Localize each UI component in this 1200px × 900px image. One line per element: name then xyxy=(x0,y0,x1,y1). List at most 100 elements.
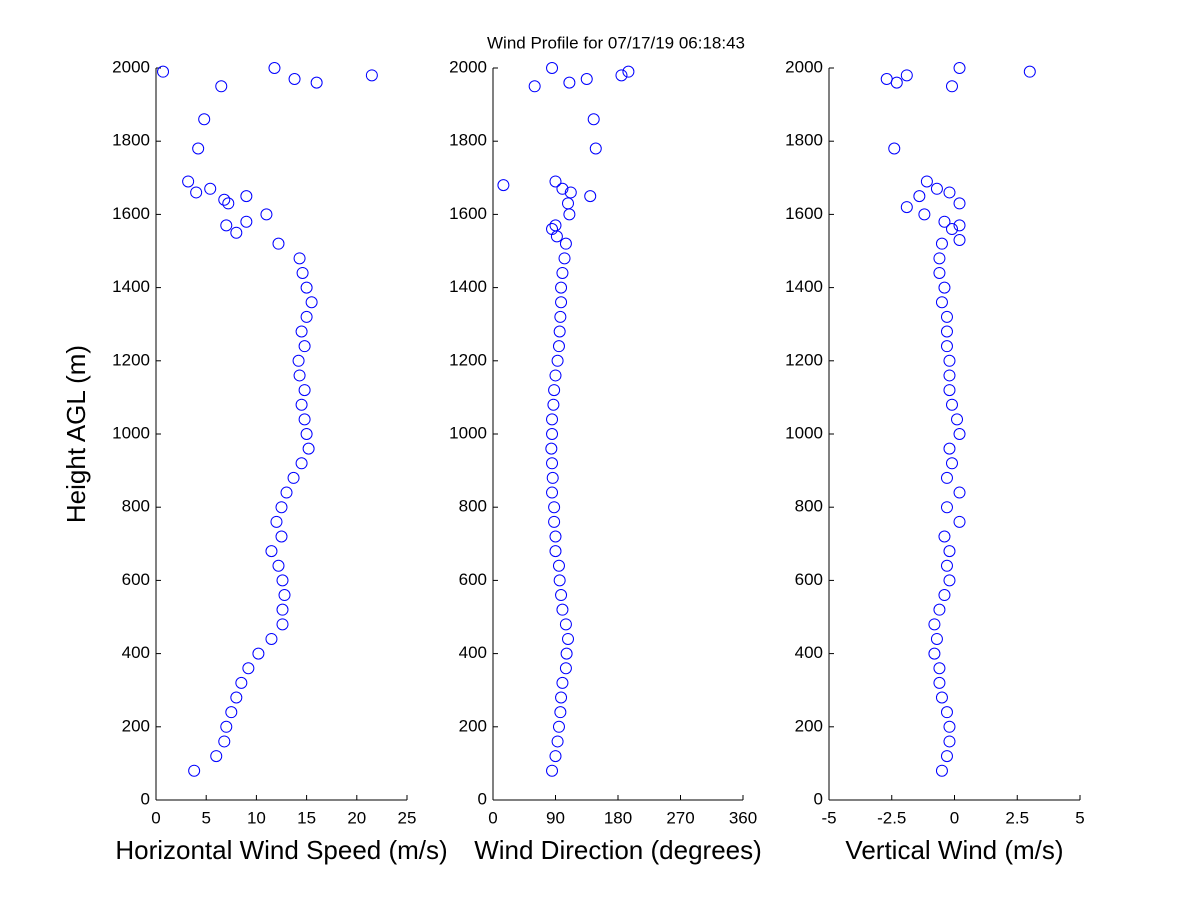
y-tick-label: 1600 xyxy=(112,204,150,223)
point xyxy=(943,369,956,382)
y-tick-label: 1200 xyxy=(785,350,823,369)
point xyxy=(888,142,901,155)
point xyxy=(560,647,573,660)
point xyxy=(365,69,378,82)
x-tick-label: 5 xyxy=(1075,808,1084,827)
point xyxy=(559,662,572,675)
point xyxy=(546,764,559,777)
point xyxy=(940,471,953,484)
point xyxy=(552,340,565,353)
point xyxy=(920,175,933,188)
point xyxy=(528,80,541,93)
y-tick-label: 1200 xyxy=(112,350,150,369)
point xyxy=(278,589,291,602)
point xyxy=(549,530,562,543)
point xyxy=(935,237,948,250)
point xyxy=(292,354,305,367)
point xyxy=(270,515,283,528)
point xyxy=(555,296,568,309)
point xyxy=(240,190,253,203)
point xyxy=(300,310,313,323)
y-tick-label: 600 xyxy=(122,570,150,589)
y-tick-label: 1800 xyxy=(449,131,487,150)
point xyxy=(552,559,565,572)
point xyxy=(276,618,289,631)
point xyxy=(940,340,953,353)
point xyxy=(951,413,964,426)
point xyxy=(293,252,306,265)
y-tick-label: 600 xyxy=(459,570,487,589)
y-tick-label: 600 xyxy=(795,570,823,589)
y-tick-label: 200 xyxy=(795,716,823,735)
point xyxy=(945,223,958,236)
y-tick-label: 1600 xyxy=(449,204,487,223)
point xyxy=(545,442,558,455)
point xyxy=(182,175,195,188)
point xyxy=(275,501,288,514)
point xyxy=(953,428,966,440)
point xyxy=(298,340,311,353)
x-tick-label: 20 xyxy=(347,808,366,827)
y-tick-label: 2000 xyxy=(112,57,150,76)
point xyxy=(549,750,562,763)
point xyxy=(272,559,285,572)
point xyxy=(940,706,953,719)
point xyxy=(580,72,593,85)
point xyxy=(225,706,238,719)
y-tick-label: 1400 xyxy=(449,277,487,296)
point xyxy=(928,618,941,631)
point xyxy=(220,720,233,733)
point xyxy=(880,72,893,85)
point xyxy=(589,142,602,155)
y-tick-label: 400 xyxy=(122,643,150,662)
point xyxy=(230,226,243,239)
point xyxy=(558,252,571,265)
point xyxy=(293,369,306,382)
point xyxy=(190,186,203,199)
point xyxy=(302,442,315,455)
point xyxy=(928,647,941,660)
point xyxy=(933,676,946,689)
point xyxy=(935,691,948,704)
point xyxy=(553,325,566,338)
point xyxy=(549,369,562,382)
x-axis-label: Horizontal Wind Speed (m/s) xyxy=(115,835,447,865)
y-tick-label: 800 xyxy=(795,497,823,516)
y-tick-label: 400 xyxy=(459,643,487,662)
point xyxy=(198,113,211,126)
x-tick-label: 0 xyxy=(488,808,497,827)
point xyxy=(547,398,560,411)
point xyxy=(288,72,301,85)
point xyxy=(192,142,205,155)
point xyxy=(953,515,966,528)
point xyxy=(938,281,951,294)
point xyxy=(945,457,958,470)
point xyxy=(546,413,559,426)
point xyxy=(240,215,253,228)
point xyxy=(556,676,569,689)
y-tick-label: 800 xyxy=(122,497,150,516)
point xyxy=(300,428,313,440)
point xyxy=(497,179,510,192)
point xyxy=(546,486,559,499)
point xyxy=(280,486,293,499)
x-tick-label: 360 xyxy=(729,808,757,827)
point xyxy=(265,632,278,645)
point xyxy=(943,384,956,397)
point xyxy=(276,603,289,616)
point xyxy=(943,735,956,748)
point xyxy=(938,530,951,543)
point xyxy=(564,186,577,199)
point xyxy=(933,603,946,616)
y-tick-label: 1000 xyxy=(449,423,487,442)
x-tick-label: 10 xyxy=(247,808,266,827)
point xyxy=(930,182,943,195)
y-tick-label: 400 xyxy=(795,643,823,662)
x-axis-label: Wind Direction (degrees) xyxy=(474,835,762,865)
point xyxy=(300,281,313,294)
point xyxy=(943,720,956,733)
point xyxy=(943,186,956,199)
x-tick-label: 15 xyxy=(297,808,316,827)
